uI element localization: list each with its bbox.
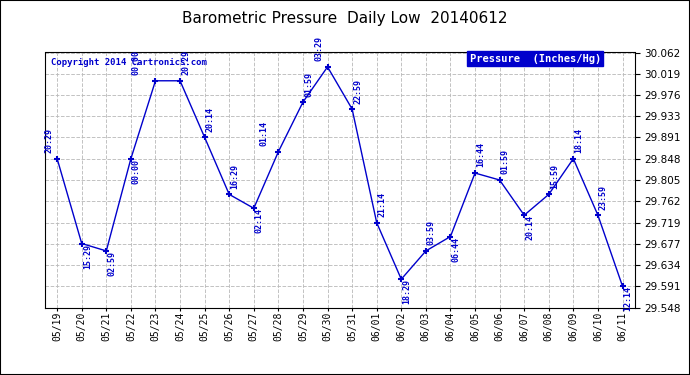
Text: 16:29: 16:29 [230, 164, 239, 189]
Text: 16:44: 16:44 [476, 142, 485, 168]
Text: 18:14: 18:14 [574, 128, 584, 153]
Text: Barometric Pressure  Daily Low  20140612: Barometric Pressure Daily Low 20140612 [182, 11, 508, 26]
Text: Pressure  (Inches/Hg): Pressure (Inches/Hg) [470, 54, 601, 64]
Text: 01:59: 01:59 [501, 150, 510, 174]
Text: 15:59: 15:59 [550, 164, 559, 189]
Text: 12:14: 12:14 [624, 286, 633, 311]
Text: 03:29: 03:29 [315, 36, 324, 62]
Text: 02:59: 02:59 [108, 251, 117, 276]
Text: 06:44: 06:44 [451, 237, 460, 261]
Text: 23:59: 23:59 [599, 184, 608, 210]
Text: 00:00: 00:00 [132, 50, 141, 75]
Text: 01:59: 01:59 [304, 72, 313, 96]
Text: 20:14: 20:14 [525, 215, 534, 240]
Text: 02:14: 02:14 [255, 208, 264, 233]
Text: 21:14: 21:14 [377, 192, 387, 217]
Text: 22:59: 22:59 [353, 78, 362, 104]
Text: 15:29: 15:29 [83, 243, 92, 268]
Text: 01:14: 01:14 [260, 121, 269, 146]
Text: 20:29: 20:29 [44, 128, 53, 153]
Text: 20:29: 20:29 [181, 50, 190, 75]
Text: 03:59: 03:59 [427, 220, 436, 245]
Text: 20:14: 20:14 [206, 107, 215, 132]
Text: Copyright 2014 Cartronics.com: Copyright 2014 Cartronics.com [51, 58, 206, 67]
Text: 00:00: 00:00 [132, 159, 141, 184]
Text: 18:29: 18:29 [402, 279, 411, 304]
